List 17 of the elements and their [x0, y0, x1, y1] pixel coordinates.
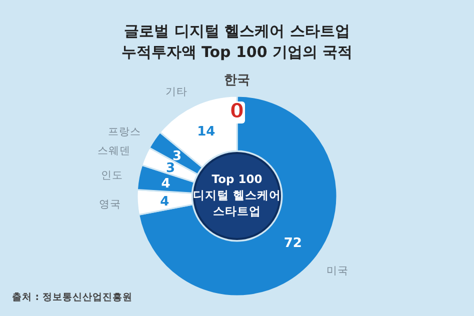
data-label: 3 — [166, 161, 175, 176]
slice-label: 스웨덴 — [98, 144, 131, 157]
source-note: 출처 : 정보통신산업진흥원 — [12, 292, 132, 303]
slice-label: 영국 — [99, 198, 122, 210]
data-label: 14 — [197, 124, 216, 140]
data-label: 4 — [161, 176, 170, 192]
text: Top 100 디지털 헬스케어 스타트업 — [192, 172, 282, 218]
chart-title: 글로벌 디지털 헬스케어 스타트업 누적투자액 Top 100 기업의 국적 — [121, 22, 353, 61]
category-label: 한국 — [224, 73, 250, 88]
slice-label: 인도 — [101, 169, 124, 182]
slice-label: 미국 — [326, 264, 348, 277]
data-label: 72 — [284, 236, 302, 252]
data-label: 3 — [172, 149, 182, 164]
slice-label: 기타 — [166, 86, 188, 98]
slice-label: 프랑스 — [108, 126, 142, 138]
text: 0 — [230, 98, 244, 122]
data-label: 4 — [160, 194, 170, 210]
